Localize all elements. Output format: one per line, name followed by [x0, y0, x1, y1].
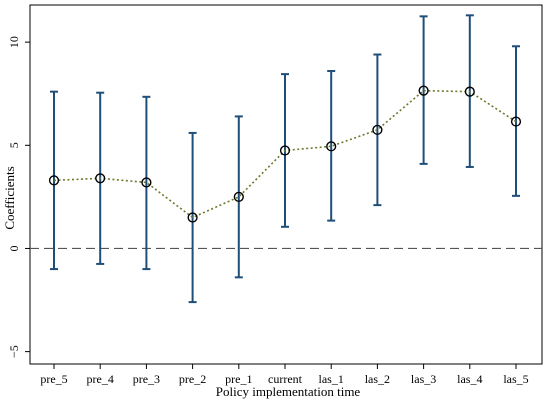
- plot-area: −5 0 5 10 pre_5 pre_4 pre_3 pre_2 pre_1 current la…: [7, 4, 543, 386]
- x-tick-label: las_1: [319, 372, 344, 386]
- x-tick-label: las_3: [411, 372, 436, 386]
- y-tick-label: 0: [7, 245, 21, 251]
- y-tick-label: 5: [7, 142, 21, 148]
- coefficient-point: [464, 86, 475, 97]
- coefficient-point: [187, 212, 198, 223]
- x-tick-label: pre_4: [87, 372, 114, 386]
- x-tick-label: pre_5: [40, 372, 67, 386]
- x-tick-label: pre_2: [179, 372, 206, 386]
- coefficient-point: [233, 191, 244, 202]
- plot-frame: [29, 4, 543, 365]
- y-tick-label: 10: [7, 36, 21, 48]
- coefficient-point: [141, 177, 152, 188]
- x-tick-label: las_5: [503, 372, 528, 386]
- coefficient-point: [510, 116, 522, 127]
- coefficient-point: [418, 85, 429, 96]
- coefficient-point: [95, 173, 106, 184]
- coefficient-point: [48, 175, 60, 186]
- x-tick-label: pre_1: [225, 372, 252, 386]
- x-tick-label: pre_3: [133, 372, 160, 386]
- x-tick-label: current: [268, 372, 303, 386]
- x-tick-label: las_4: [457, 372, 482, 386]
- coefficient-point: [372, 124, 383, 135]
- x-tick-label: las_2: [365, 372, 390, 386]
- coefficient-point: [326, 141, 337, 152]
- y-axis-title: Coefficients: [2, 166, 17, 229]
- x-axis-title: Policy implementation time: [216, 384, 361, 399]
- coefficient-line: [53, 89, 517, 219]
- y-tick-label: −5: [7, 345, 21, 358]
- coefficient-point: [279, 145, 291, 156]
